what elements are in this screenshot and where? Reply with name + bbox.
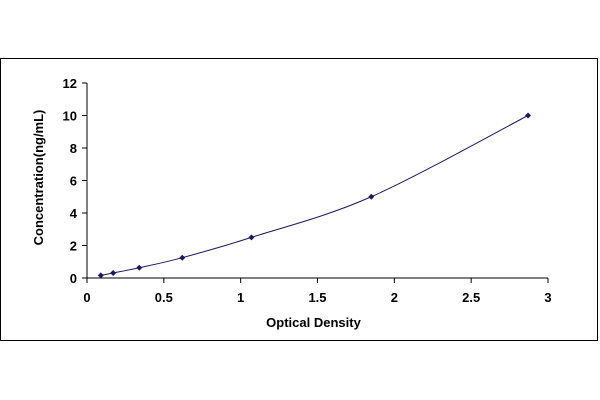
axes xyxy=(86,83,548,279)
data-point xyxy=(248,234,255,241)
y-axis-title: Concentration(ng/mL) xyxy=(31,110,46,246)
fit-curve xyxy=(100,115,529,276)
chart-frame xyxy=(0,58,598,341)
x-tick-label: 0.5 xyxy=(155,290,173,305)
x-tick-label: 1.5 xyxy=(308,290,326,305)
y-tick-label: 12 xyxy=(63,76,77,91)
x-tick-label: 1 xyxy=(237,290,244,305)
y-tick-label: 0 xyxy=(70,271,77,286)
y-tick-label: 6 xyxy=(70,174,77,189)
data-points xyxy=(97,112,532,279)
x-tick-label: 2.5 xyxy=(462,290,480,305)
x-axis-title: Optical Density xyxy=(266,315,361,330)
y-ticks: 0 2 4 6 8 10 12 xyxy=(63,76,87,286)
y-tick-label: 2 xyxy=(70,239,77,254)
y-tick-label: 4 xyxy=(70,206,78,221)
x-tick-label: 3 xyxy=(544,290,551,305)
x-ticks: 0 0.5 1 1.5 2 2.5 3 xyxy=(83,278,552,305)
y-tick-label: 10 xyxy=(63,109,77,124)
data-point xyxy=(110,269,117,276)
x-tick-label: 0 xyxy=(83,290,90,305)
data-point xyxy=(368,193,375,200)
data-point xyxy=(136,264,143,271)
y-tick-label: 8 xyxy=(70,141,77,156)
x-tick-label: 2 xyxy=(391,290,398,305)
data-point xyxy=(97,272,104,279)
data-point xyxy=(525,112,532,119)
data-point xyxy=(179,254,186,261)
